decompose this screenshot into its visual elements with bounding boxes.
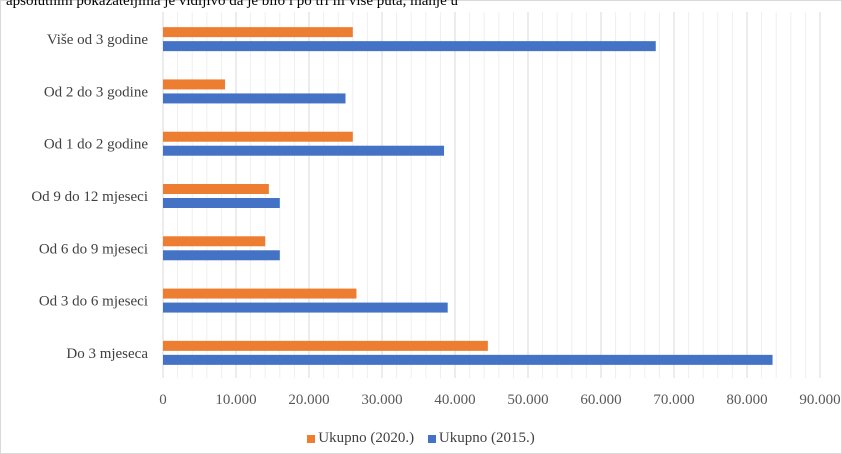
x-tick-label: 60.000 <box>580 392 621 408</box>
bar-2015 <box>163 93 346 104</box>
legend-item-2015: Ukupno (2015.) <box>427 430 535 447</box>
legend: Ukupno (2020.) Ukupno (2015.) <box>0 430 842 448</box>
category-label: Od 6 do 9 mjeseci <box>39 241 148 257</box>
bar-2020 <box>163 79 226 90</box>
x-tick-label: 90.000 <box>799 392 840 408</box>
bar-2015 <box>163 302 448 313</box>
x-tick-label: 70.000 <box>653 392 694 408</box>
bar-2020 <box>163 184 269 194</box>
category-label: Od 9 do 12 mjeseci <box>31 189 148 205</box>
bar-2015 <box>163 41 656 52</box>
bar-2015 <box>163 354 773 365</box>
category-label: Od 2 do 3 godine <box>44 84 149 100</box>
bar-2020 <box>163 27 353 38</box>
bar-2020 <box>163 288 357 299</box>
bar-2020 <box>163 131 353 142</box>
x-tick-label: 30.000 <box>361 392 402 408</box>
x-tick-label: 50.000 <box>507 392 548 408</box>
bar-2015 <box>163 198 280 208</box>
category-label: Do 3 mjeseca <box>66 346 148 362</box>
category-label: Od 1 do 2 godine <box>44 137 149 153</box>
category-label: Više od 3 godine <box>47 32 149 48</box>
legend-swatch-2020 <box>307 434 316 443</box>
x-tick-label: 20.000 <box>288 392 329 408</box>
x-tick-label: 0 <box>159 392 167 408</box>
x-tick-label: 80.000 <box>726 392 767 408</box>
legend-label-2015: Ukupno (2015.) <box>438 430 535 446</box>
legend-item-2020: Ukupno (2020.) <box>307 430 414 447</box>
bar-2015 <box>163 145 445 156</box>
bar-2020 <box>163 340 488 351</box>
header-text: apsolutnim pokazateljima je vidljivo da … <box>6 0 458 9</box>
legend-swatch-2015 <box>427 434 436 443</box>
category-label: Od 3 do 6 mjeseci <box>39 294 148 310</box>
x-tick-label: 40.000 <box>434 392 475 408</box>
x-tick-label: 10.000 <box>215 392 256 408</box>
bar-2015 <box>163 250 280 261</box>
bar-2020 <box>163 236 266 247</box>
legend-label-2020: Ukupno (2020.) <box>318 430 415 446</box>
